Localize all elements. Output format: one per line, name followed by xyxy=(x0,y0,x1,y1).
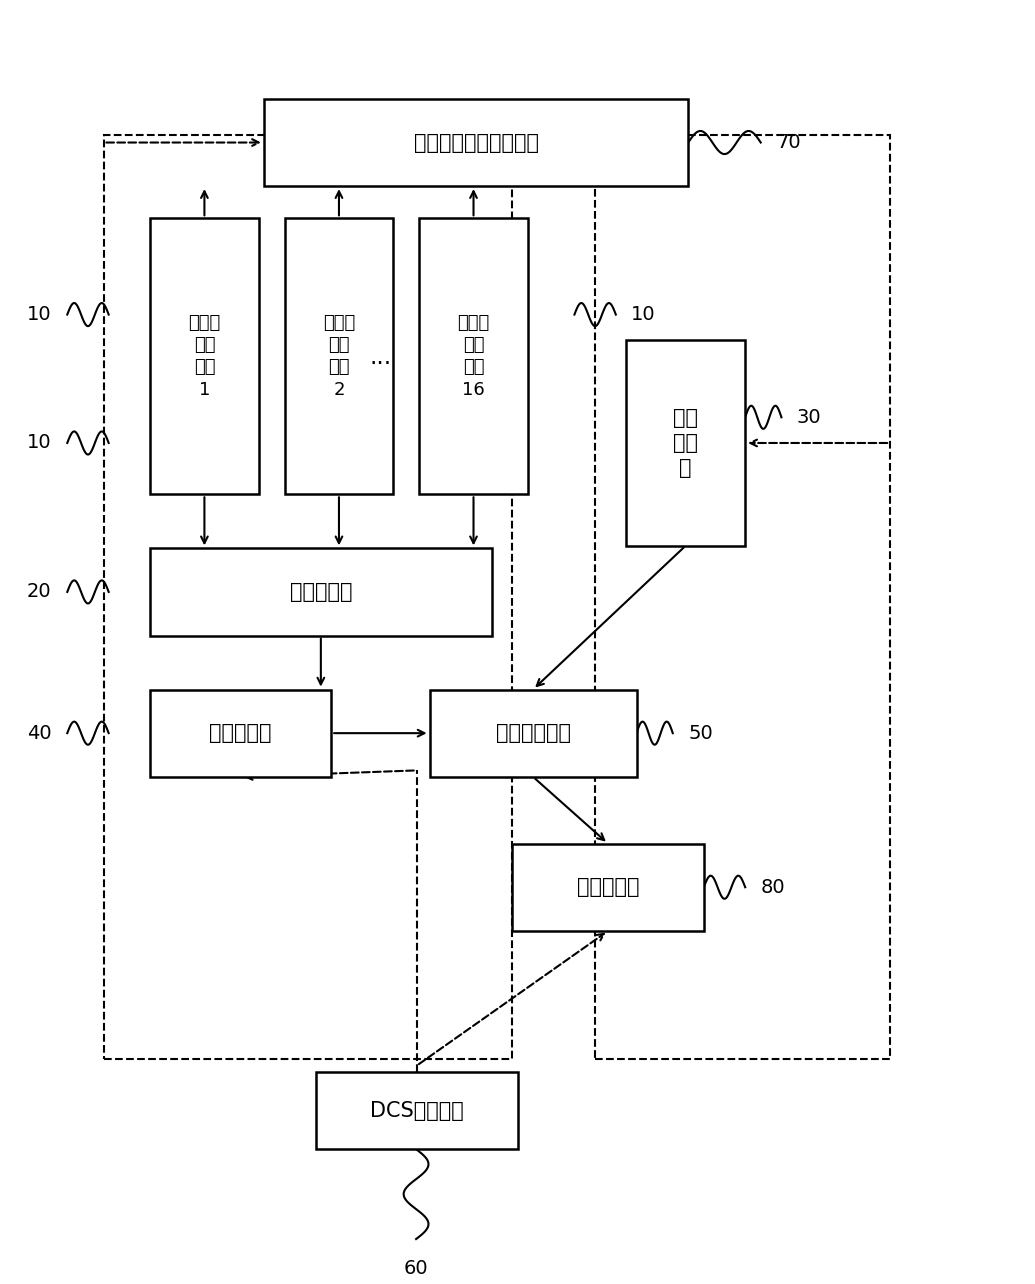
Bar xyxy=(104,135,512,1059)
Bar xyxy=(512,844,704,931)
Text: 市电
进线
柜: 市电 进线 柜 xyxy=(673,408,699,478)
Text: 大功率
发电
机组
1: 大功率 发电 机组 1 xyxy=(188,315,220,398)
Text: 10: 10 xyxy=(27,434,52,452)
Bar xyxy=(626,340,745,546)
Text: 机组并网柜: 机组并网柜 xyxy=(290,582,352,602)
Bar xyxy=(595,135,890,1059)
Bar xyxy=(150,548,492,636)
Bar xyxy=(419,218,528,494)
Text: 30: 30 xyxy=(797,408,822,426)
Text: 10: 10 xyxy=(27,306,52,324)
Text: ...: ... xyxy=(369,345,392,369)
Text: 50: 50 xyxy=(688,724,713,742)
Text: 20: 20 xyxy=(27,583,52,601)
Text: 电源管理系统: 电源管理系统 xyxy=(496,723,570,743)
Text: 大功率
发电
机组
16: 大功率 发电 机组 16 xyxy=(457,315,490,398)
Bar xyxy=(316,1072,518,1149)
Bar xyxy=(285,218,393,494)
Bar xyxy=(264,99,688,186)
Text: 大功率
发电
机组
2: 大功率 发电 机组 2 xyxy=(323,315,355,398)
Text: 70: 70 xyxy=(776,134,801,152)
Bar xyxy=(430,690,637,777)
Text: DCS监控系统: DCS监控系统 xyxy=(369,1100,464,1121)
Text: 60: 60 xyxy=(404,1260,428,1278)
Text: 40: 40 xyxy=(27,724,52,742)
Text: 10: 10 xyxy=(631,306,656,324)
Text: 机组控制器: 机组控制器 xyxy=(209,723,272,743)
Text: 80: 80 xyxy=(761,878,786,896)
Bar xyxy=(150,218,259,494)
Text: 负载输出柜: 负载输出柜 xyxy=(576,877,640,898)
Bar xyxy=(150,690,331,777)
Text: 高温尾气余热利用系统: 高温尾气余热利用系统 xyxy=(414,132,538,153)
